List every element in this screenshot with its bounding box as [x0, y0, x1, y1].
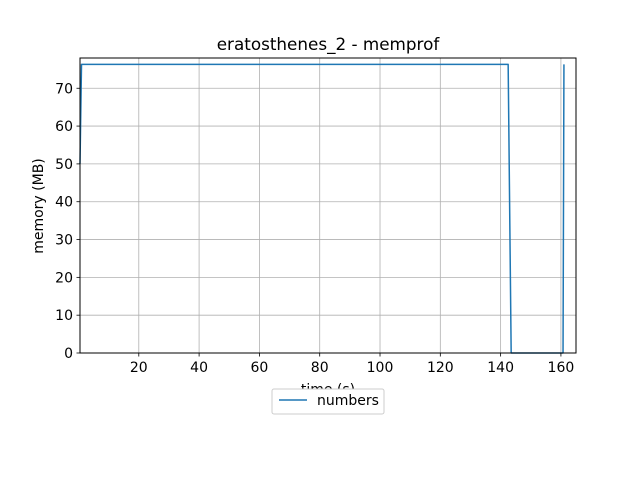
legend-label-numbers: numbers	[317, 393, 379, 409]
series-layer	[79, 63, 565, 354]
x-tick-label: 140	[487, 360, 514, 376]
y-axis-label: memory (MB)	[31, 158, 47, 254]
x-tick-label: 80	[311, 360, 329, 376]
y-tick-label: 60	[55, 119, 73, 135]
x-tick-label: 160	[548, 360, 575, 376]
legend-box	[271, 388, 385, 415]
y-tick-label: 50	[55, 157, 73, 173]
y-tick-label: 0	[64, 346, 73, 362]
y-axis-ticks: 0 10 20 30 40 50 60 70	[55, 81, 80, 362]
x-tick-label: 100	[367, 360, 394, 376]
y-tick-label: 20	[55, 270, 73, 286]
x-axis-ticks: 20 40 60 80 100 120 140 160	[130, 353, 574, 376]
y-tick-label: 70	[55, 81, 73, 97]
x-tick-label: 20	[130, 360, 148, 376]
grid-lines	[80, 58, 576, 354]
x-tick-label: 120	[427, 360, 454, 376]
y-tick-label: 10	[55, 308, 73, 324]
series-line-numbers	[79, 63, 565, 354]
y-tick-label: 30	[55, 233, 73, 249]
legend: numbers	[271, 388, 385, 415]
chart-title: eratosthenes_2 - memprof	[217, 34, 441, 55]
y-tick-label: 40	[55, 195, 73, 211]
plot-frame	[79, 57, 577, 354]
x-tick-label: 60	[250, 360, 268, 376]
x-tick-label: 40	[190, 360, 208, 376]
